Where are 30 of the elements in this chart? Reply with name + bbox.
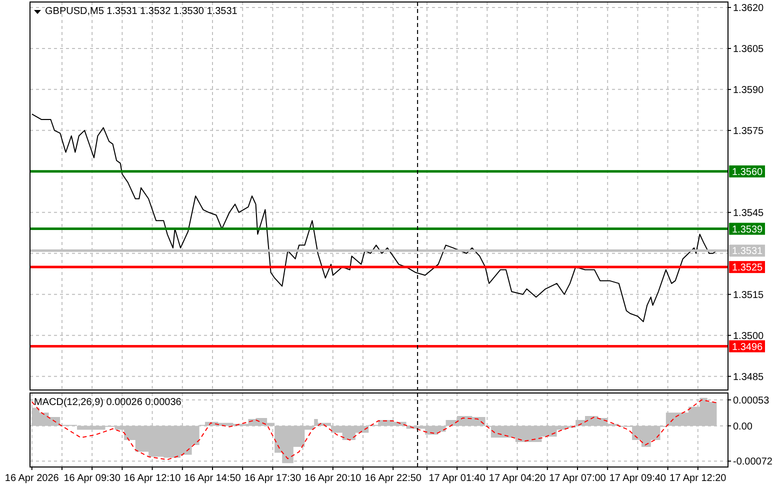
- y-tick-label: 1.3545: [733, 208, 764, 219]
- x-tick-label: 16 Apr 17:30: [244, 473, 302, 484]
- y-tick-label: 1.3485: [733, 372, 764, 383]
- y-tick-label: -0.00072: [733, 456, 773, 468]
- y-tick-label: 1.3500: [733, 330, 764, 342]
- ref-line-label: 1.3539: [732, 224, 764, 236]
- x-tick-label: 17 Apr 09:40: [609, 473, 666, 484]
- ref-line-label: 1.3496: [732, 342, 764, 353]
- x-tick-label: 17 Apr 12:20: [670, 473, 727, 484]
- x-tick-label: 16 Apr 12:10: [124, 473, 182, 484]
- y-tick-label: 1.3605: [733, 44, 764, 55]
- y-tick-label: 1.3620: [733, 2, 764, 14]
- chart-title: GBPUSD,M5 1.3531 1.3532 1.3530 1.3531: [45, 6, 238, 17]
- x-tick-label: 16 Apr 20:10: [304, 473, 362, 484]
- y-tick-label: 1.3515: [733, 290, 764, 301]
- ref-line-label: 1.3531: [732, 246, 764, 258]
- y-tick-label: 1.3575: [733, 126, 764, 137]
- y-tick-label: 0.00: [733, 421, 753, 432]
- x-tick-label: 16 Apr 2026: [4, 473, 60, 484]
- y-tick-label: 0.00053: [733, 395, 770, 406]
- ref-line-label: 1.3560: [732, 166, 764, 178]
- ref-line-label: 1.3525: [732, 262, 764, 274]
- x-tick-label: 17 Apr 01:40: [428, 473, 486, 484]
- y-tick-label: 1.3590: [733, 84, 764, 96]
- x-tick-label: 17 Apr 07:00: [549, 473, 606, 484]
- x-tick-label: 16 Apr 09:30: [64, 473, 121, 484]
- x-tick-label: 16 Apr 14:50: [184, 473, 242, 484]
- x-tick-label: 17 Apr 04:20: [488, 473, 546, 484]
- x-tick-label: 16 Apr 22:50: [364, 473, 422, 484]
- chart-title: MACD(12,26,9) 0.00026 0.00036: [34, 397, 182, 408]
